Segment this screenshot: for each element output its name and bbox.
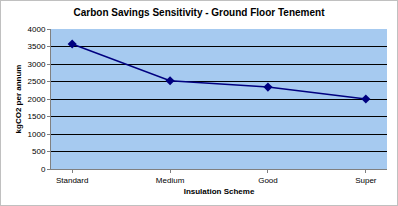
svg-text:kgCO2 per annum: kgCO2 per annum [14,65,23,134]
svg-text:1000: 1000 [28,130,46,139]
svg-text:Good: Good [258,176,278,185]
svg-text:3500: 3500 [28,42,46,51]
svg-text:Carbon Savings Sensitivity - G: Carbon Savings Sensitivity - Ground Floo… [74,7,326,18]
svg-text:Standard: Standard [56,176,88,185]
svg-text:Medium: Medium [156,176,185,185]
svg-text:0: 0 [41,165,46,174]
svg-text:3000: 3000 [28,60,46,69]
svg-text:Super: Super [355,176,377,185]
svg-text:2000: 2000 [28,95,46,104]
svg-text:1500: 1500 [28,112,46,121]
svg-text:2500: 2500 [28,77,46,86]
svg-text:Insulation Scheme: Insulation Scheme [184,187,255,196]
svg-text:500: 500 [32,147,46,156]
svg-text:4000: 4000 [28,25,46,34]
